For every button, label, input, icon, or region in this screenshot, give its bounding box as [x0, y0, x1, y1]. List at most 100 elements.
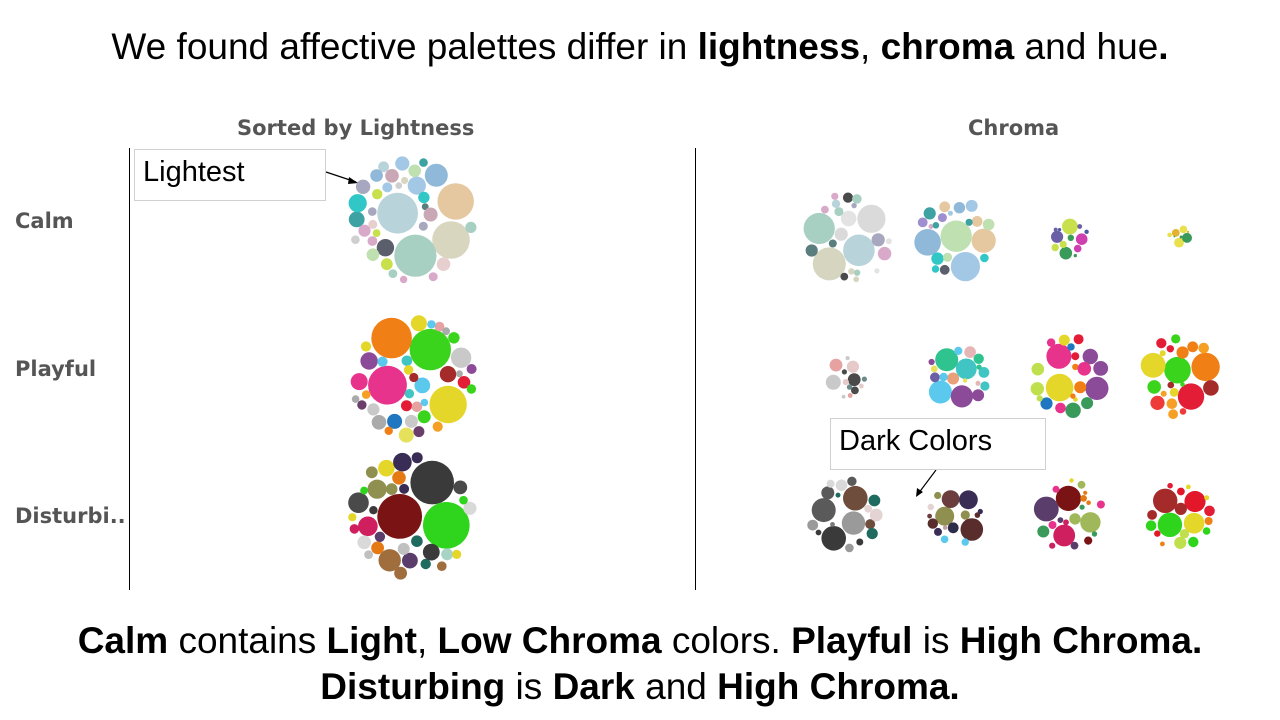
color-bubble	[1086, 500, 1091, 506]
color-bubble	[371, 317, 412, 359]
color-bubble	[1188, 536, 1199, 548]
color-bubble	[420, 558, 431, 570]
color-bubble	[803, 212, 835, 245]
color-bubble	[394, 566, 407, 580]
color-bubble	[928, 358, 935, 366]
chroma-cluster	[1140, 334, 1220, 420]
color-bubble	[845, 356, 850, 361]
color-bubble	[877, 246, 892, 261]
color-bubble	[861, 376, 868, 382]
color-bubble	[1046, 338, 1056, 347]
color-bubble	[831, 199, 841, 208]
color-bubble	[1040, 397, 1053, 410]
color-bubble	[871, 233, 885, 247]
color-bubble	[1037, 525, 1050, 538]
color-bubble	[1179, 235, 1183, 239]
footer-line-1: Calm contains Light, Low Chroma colors. …	[0, 620, 1280, 662]
color-bubble	[1160, 541, 1165, 547]
color-bubble	[1053, 227, 1058, 232]
color-bubble	[972, 389, 985, 402]
color-bubble	[1051, 243, 1059, 252]
color-bubble	[371, 415, 387, 430]
row-label-calm: Calm	[15, 209, 74, 233]
color-bubble	[1168, 409, 1178, 420]
color-bubble	[1074, 381, 1087, 394]
color-bubble	[874, 268, 880, 274]
color-bubble	[1057, 517, 1064, 523]
color-bubble	[982, 218, 995, 231]
color-bubble	[1171, 334, 1181, 344]
left-panel-axis-line	[129, 148, 130, 590]
color-bubble	[466, 364, 477, 374]
color-bubble	[939, 264, 950, 275]
color-bubble	[1075, 233, 1088, 245]
color-bubble	[382, 182, 393, 193]
color-bubble	[1184, 490, 1206, 513]
color-bubble	[1166, 398, 1178, 410]
chroma-cluster	[1145, 482, 1215, 549]
row-label-disturbing: Disturbi..	[15, 504, 126, 528]
color-bubble	[434, 321, 445, 332]
color-bubble	[1085, 376, 1109, 400]
color-bubble	[927, 513, 932, 519]
color-bubble	[950, 385, 974, 408]
color-bubble	[403, 365, 414, 375]
color-bubble	[1186, 484, 1191, 490]
lightness-cluster	[348, 452, 477, 580]
color-bubble	[843, 234, 875, 267]
dark-colors-arrowhead	[916, 488, 923, 497]
color-bubble	[1174, 502, 1187, 515]
color-bubble	[960, 510, 970, 520]
color-bubble	[1202, 527, 1211, 535]
color-bubble	[917, 217, 928, 228]
chroma-cluster	[1051, 218, 1089, 260]
color-bubble	[858, 383, 864, 389]
color-bubble	[384, 426, 393, 435]
color-bubble	[1183, 512, 1205, 534]
color-bubble	[1051, 230, 1064, 243]
color-bubble	[424, 163, 448, 187]
color-bubble	[1177, 487, 1185, 496]
color-bubble	[1055, 402, 1066, 414]
color-bubble	[428, 272, 438, 282]
color-bubble	[360, 352, 378, 370]
headline-lightness: lightness	[697, 26, 861, 67]
color-bubble	[961, 538, 969, 546]
dark-colors-callout: Dark Colors	[830, 418, 1046, 470]
color-bubble	[401, 176, 409, 185]
color-bubble	[1096, 500, 1105, 509]
color-bubble	[947, 372, 960, 385]
color-bubble	[931, 265, 940, 273]
color-bubble	[436, 257, 451, 272]
chroma-cluster	[927, 490, 984, 546]
footer-text: is	[912, 620, 960, 661]
color-bubble	[1071, 352, 1080, 361]
color-bubble	[851, 202, 857, 209]
color-bubble	[404, 389, 415, 399]
color-bubble	[942, 252, 953, 262]
color-bubble	[869, 508, 883, 522]
color-bubble	[1069, 478, 1074, 483]
color-bubble	[856, 538, 864, 546]
annotation-arrows	[325, 171, 937, 497]
color-bubble	[1179, 408, 1187, 415]
color-bubble	[1150, 395, 1165, 410]
color-bubble	[845, 543, 854, 553]
color-bubble	[937, 213, 947, 223]
color-bubble	[866, 528, 878, 540]
chroma-cluster	[1033, 478, 1105, 550]
color-bubble	[350, 373, 368, 391]
color-bubble	[1036, 395, 1043, 402]
color-bubble	[372, 229, 381, 238]
footer-dark: Dark	[552, 666, 635, 707]
color-bubble	[852, 194, 862, 204]
color-bubble	[1167, 232, 1172, 238]
color-bubble	[367, 236, 378, 246]
color-bubble	[1156, 338, 1167, 349]
color-bubble	[1187, 341, 1199, 353]
color-bubble	[366, 248, 380, 261]
headline-period: .	[1158, 26, 1169, 67]
color-bubble	[807, 519, 819, 531]
color-bubble	[355, 179, 371, 194]
color-bubble	[1049, 542, 1056, 549]
